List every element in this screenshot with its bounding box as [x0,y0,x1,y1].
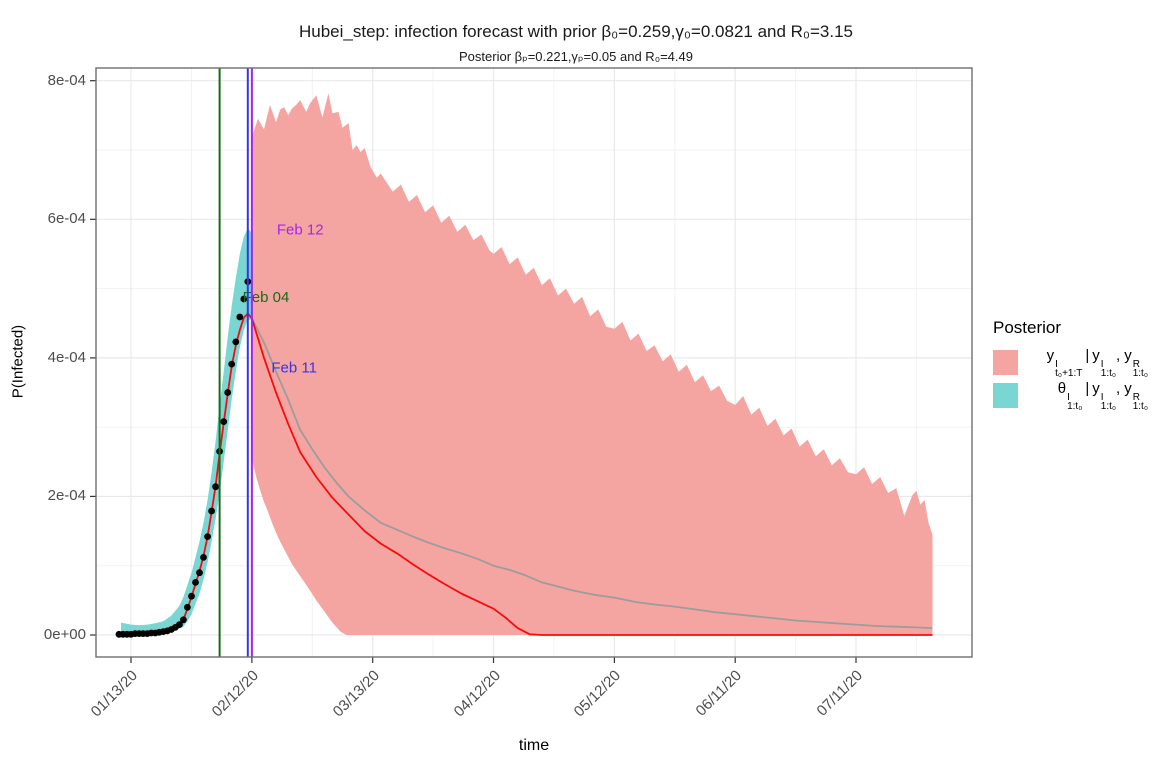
y-tick-label: 6e-04 [47,210,86,228]
y-tick-label: 2e-04 [47,487,86,505]
vline-label-feb-11: Feb 11 [271,360,317,377]
forecast-ribbon-swatch [993,350,1018,375]
axis-ticks [90,80,857,663]
observed-points [115,278,252,638]
panel-border [95,67,973,658]
mean-forecast-line [251,317,933,629]
y-tick-label: 4e-04 [47,348,86,366]
chart-subtitle: Posterior βₚ=0.221,γₚ=0.05 and R₀=4.49 [459,49,693,64]
forecast-ribbon [251,93,933,635]
posterior-ribbon [121,228,252,636]
legend-label-posterior: θ I 1:t₀ | y I 1:t₀, y R 1:t₀ [1057,380,1148,412]
y-tick-label: 8e-04 [47,71,86,89]
legend-title: Posterior [993,318,1062,337]
chart-title: Hubei_step: infection forecast with prio… [298,22,854,41]
x-axis-title: time [518,737,550,754]
legend-item-posterior: θ I 1:t₀ | y I 1:t₀, y R 1:t₀ [993,380,1148,412]
vline-label-feb-12: Feb 12 [277,222,324,239]
y-tick-label: 0e+00 [43,626,86,644]
posterior-ribbon-swatch [993,383,1018,408]
vline-label-feb-04: Feb 04 [243,289,290,306]
